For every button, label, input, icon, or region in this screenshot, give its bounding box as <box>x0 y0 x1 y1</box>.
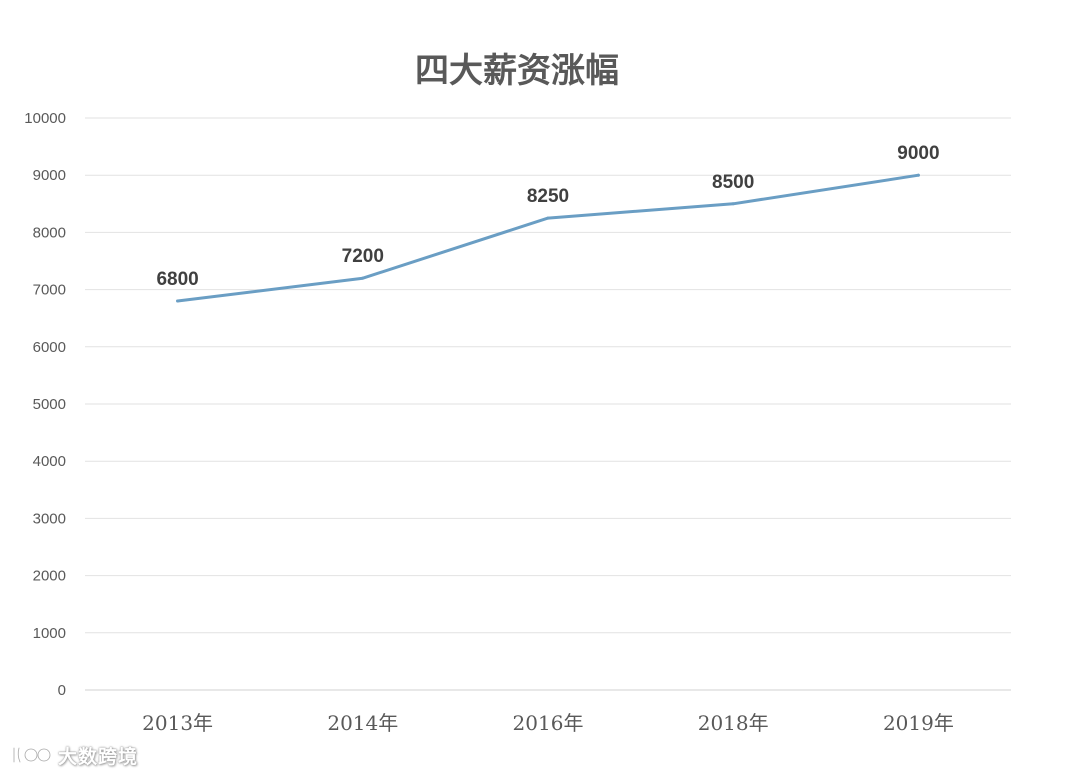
y-tick-label: 10000 <box>24 110 66 127</box>
y-tick-label: 8000 <box>33 224 66 241</box>
y-tick-label: 2000 <box>33 568 66 585</box>
x-tick-label: 2019年 <box>883 711 954 735</box>
data-label: 7200 <box>342 246 384 267</box>
y-tick-label: 7000 <box>33 282 66 299</box>
y-tick-label: 0 <box>58 682 66 699</box>
x-tick-label: 2014年 <box>327 711 398 735</box>
data-label: 8250 <box>527 186 569 207</box>
y-tick-label: 4000 <box>33 453 66 470</box>
data-labels: 6800 7200 8250 8500 9000 <box>156 143 939 290</box>
data-point <box>361 276 365 280</box>
x-tick-label: 2018年 <box>698 711 769 735</box>
x-tick-label: 2016年 <box>513 711 584 735</box>
series-lines <box>176 173 920 303</box>
data-point <box>731 202 735 206</box>
y-axis-ticks: 0 1000 2000 3000 4000 5000 6000 7000 8000 9000 100… <box>24 110 66 699</box>
chart-title: 四大薪资涨幅 <box>415 51 619 91</box>
y-tick-label: 6000 <box>33 339 66 356</box>
y-tick-label: 1000 <box>33 625 66 642</box>
data-label: 9000 <box>897 143 939 164</box>
x-axis-ticks: 2013年 2014年 2016年 2018年 2019年 <box>142 711 954 735</box>
gridlines <box>85 117 1011 691</box>
watermark: 大数跨境 <box>10 740 138 770</box>
data-point <box>546 216 550 220</box>
data-label: 8500 <box>712 172 754 193</box>
y-tick-label: 9000 <box>33 167 66 184</box>
data-point <box>176 299 180 303</box>
y-tick-label: 3000 <box>33 510 66 527</box>
watermark-text: 大数跨境 <box>58 745 139 768</box>
brand-logo-icon <box>12 746 52 764</box>
data-point <box>916 173 920 177</box>
data-label: 6800 <box>156 269 198 290</box>
x-tick-label: 2013年 <box>142 711 213 735</box>
y-tick-label: 5000 <box>33 396 66 413</box>
